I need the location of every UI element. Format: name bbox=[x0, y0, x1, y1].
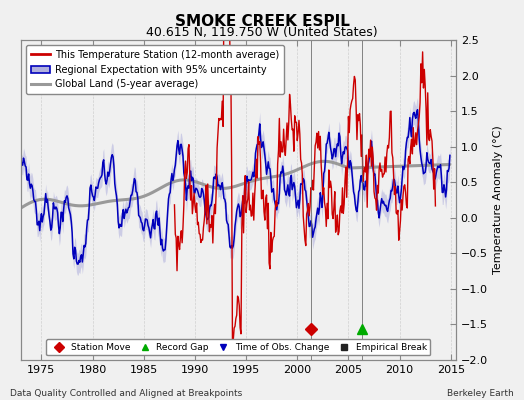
Text: Berkeley Earth: Berkeley Earth bbox=[447, 389, 514, 398]
Text: Data Quality Controlled and Aligned at Breakpoints: Data Quality Controlled and Aligned at B… bbox=[10, 389, 243, 398]
Legend: Station Move, Record Gap, Time of Obs. Change, Empirical Break: Station Move, Record Gap, Time of Obs. C… bbox=[47, 339, 430, 356]
Text: SMOKE CREEK ESPIL: SMOKE CREEK ESPIL bbox=[174, 14, 350, 29]
Y-axis label: Temperature Anomaly (°C): Temperature Anomaly (°C) bbox=[494, 126, 504, 274]
Text: 40.615 N, 119.750 W (United States): 40.615 N, 119.750 W (United States) bbox=[146, 26, 378, 39]
